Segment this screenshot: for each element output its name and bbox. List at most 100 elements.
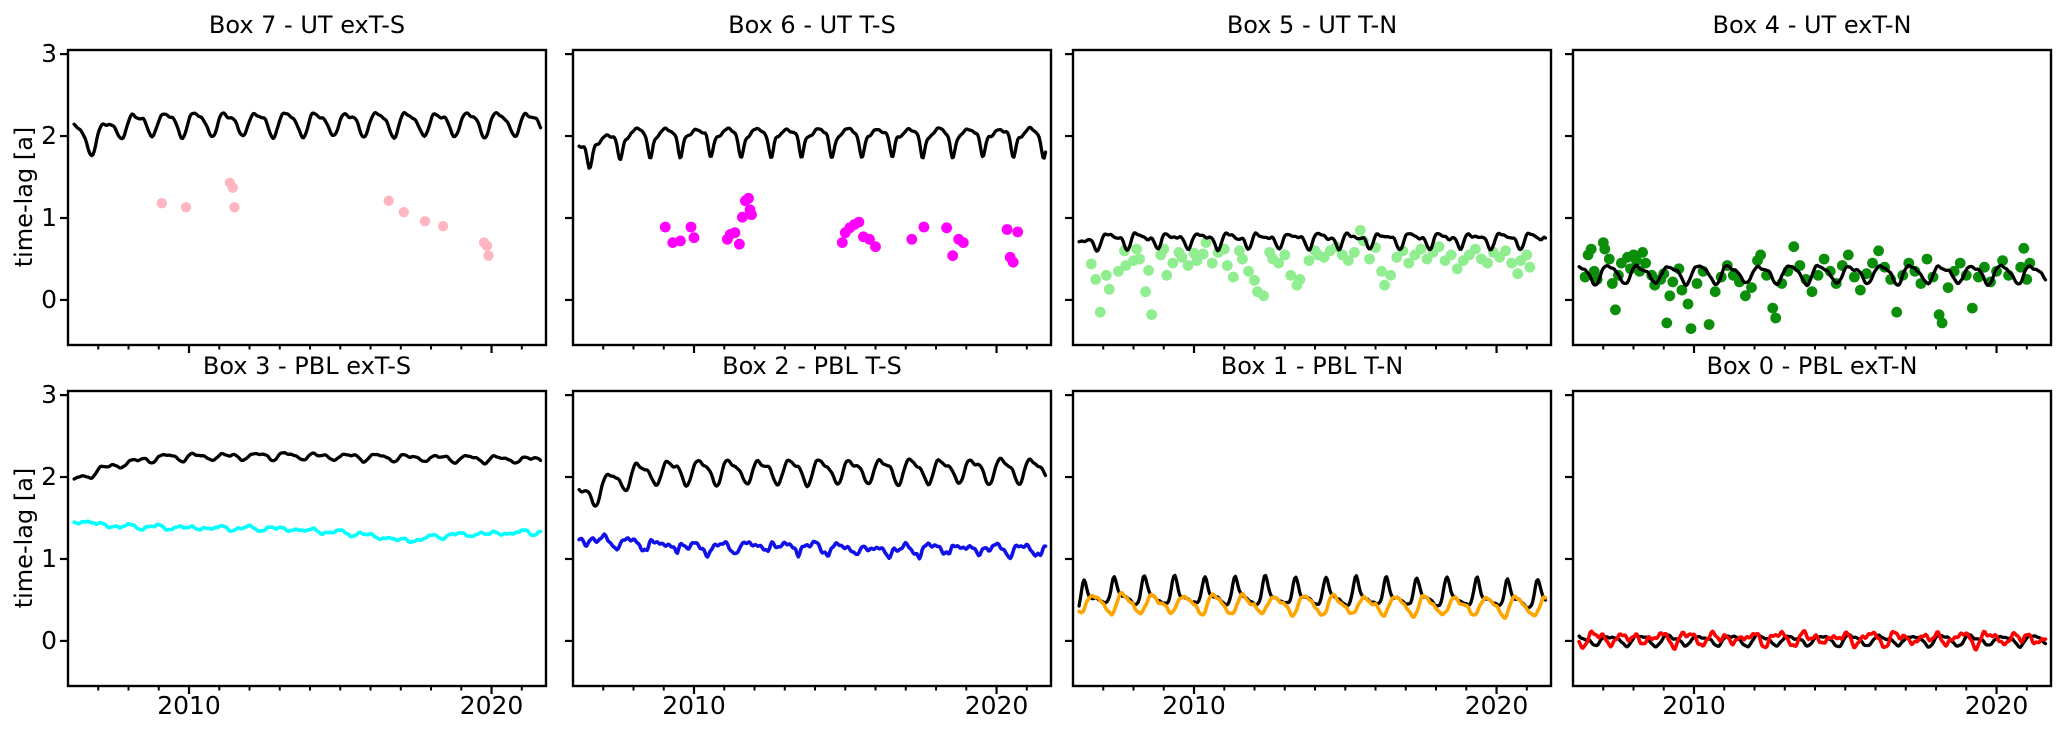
- scatter-point: [1200, 237, 1212, 249]
- scatter-point: [1206, 257, 1218, 269]
- scatter-point: [1342, 255, 1354, 266]
- x-tick-label: 2020: [1464, 691, 1529, 720]
- scatter-point: [1007, 256, 1019, 268]
- scatter-point: [1746, 282, 1757, 293]
- scatter-point: [659, 221, 671, 233]
- scatter-point: [227, 182, 239, 193]
- scatter-point: [1806, 286, 1818, 298]
- plot-box2-colored-series: [577, 532, 1048, 561]
- scatter-point: [1855, 284, 1866, 296]
- scatter-point: [1134, 253, 1145, 265]
- scatter-point: [1979, 261, 1990, 273]
- scatter-point: [1767, 302, 1779, 314]
- plot-box6-canvas: [565, 48, 1053, 353]
- scatter-point: [1294, 274, 1306, 285]
- x-tick-label: 2020: [1964, 691, 2029, 720]
- scatter-point: [1599, 243, 1611, 255]
- plot-box1-canvas: [1065, 389, 1553, 694]
- scatter-point: [947, 250, 959, 262]
- scatter-point: [1482, 257, 1493, 269]
- plot-box5-black-series: [1077, 231, 1548, 253]
- scatter-point: [1243, 265, 1254, 277]
- scatter-point: [836, 237, 848, 249]
- y-axis-label-row1: time-lag [a]: [10, 467, 38, 609]
- scatter-point: [1588, 265, 1600, 277]
- scatter-point: [746, 209, 757, 221]
- scatter-point: [737, 211, 748, 223]
- plot-box7-obs-scatter: [156, 177, 494, 261]
- scatter-point: [437, 221, 449, 232]
- scatter-point: [1521, 249, 1533, 261]
- scatter-point: [1349, 247, 1360, 258]
- scatter-point: [1933, 309, 1945, 321]
- scatter-point: [1709, 286, 1721, 298]
- scatter-point: [1824, 265, 1836, 277]
- plot-box5-title: Box 5 - UT T-N: [1226, 11, 1398, 39]
- scatter-point: [1842, 249, 1854, 261]
- scatter-point: [1818, 253, 1830, 265]
- scatter-point: [1788, 241, 1800, 253]
- scatter-point: [1470, 243, 1481, 255]
- scatter-point: [1512, 268, 1524, 280]
- scatter-point: [1954, 257, 1966, 269]
- y-tick-label: 1: [41, 543, 57, 573]
- scatter-point: [1403, 257, 1415, 269]
- scatter-point: [1812, 269, 1824, 281]
- scatter-point: [743, 192, 754, 204]
- scatter-point: [1182, 260, 1194, 271]
- x-tick-label: 2010: [662, 691, 726, 720]
- scatter-point: [1445, 249, 1457, 261]
- scatter-point: [941, 222, 952, 234]
- scatter-point: [1012, 226, 1024, 238]
- scatter-point: [685, 221, 697, 233]
- plot-box4-black-series: [1577, 263, 2048, 288]
- scatter-point: [419, 216, 431, 227]
- plot-box3-colored-series: [72, 519, 543, 544]
- plot-box3-frame: [66, 389, 548, 688]
- scatter-point: [1873, 245, 1884, 257]
- x-tick-label: 2010: [1162, 691, 1226, 720]
- scatter-point: [1936, 317, 1948, 329]
- plot-box0-title: Box 0 - PBL exT-N: [1706, 352, 1918, 380]
- scatter-point: [1585, 243, 1597, 255]
- scatter-point: [1227, 271, 1239, 283]
- plot-box0-canvas: [1565, 389, 2053, 694]
- scatter-point: [1285, 269, 1297, 281]
- plot-box2-black-series: [577, 456, 1048, 508]
- plot-box3-title: Box 3 - PBL exT-S: [202, 352, 412, 380]
- scatter-point: [156, 198, 167, 209]
- scatter-point: [229, 202, 240, 213]
- scatter-point: [1685, 323, 1697, 334]
- scatter-point: [1273, 257, 1285, 269]
- scatter-point: [1094, 306, 1106, 318]
- plot-box7-black-series: [72, 110, 543, 158]
- scatter-point: [1176, 251, 1188, 263]
- scatter-point: [1640, 257, 1651, 269]
- scatter-point: [1237, 253, 1248, 265]
- plot-box1-colored-series: [1077, 591, 1548, 620]
- scatter-point: [864, 233, 875, 245]
- scatter-point: [870, 241, 881, 253]
- scatter-point: [734, 238, 745, 250]
- plot-box7-frame: [66, 48, 548, 347]
- scatter-point: [918, 221, 930, 233]
- scatter-point: [1379, 279, 1390, 291]
- y-tick-label: 0: [41, 284, 57, 314]
- plot-box3-black-series: [72, 451, 543, 481]
- scatter-point: [1676, 284, 1688, 296]
- scatter-point: [1279, 249, 1291, 261]
- scatter-point: [1433, 241, 1445, 253]
- scatter-point: [1942, 282, 1954, 293]
- scatter-point: [1161, 269, 1173, 281]
- plot-box2-frame: [571, 389, 1053, 688]
- y-tick-label: 3: [41, 39, 57, 69]
- plot-box6-title: Box 6 - UT T-S: [728, 11, 896, 39]
- scatter-point: [1524, 261, 1536, 273]
- scatter-point: [1667, 276, 1679, 288]
- scatter-point: [1606, 278, 1618, 289]
- plot-box3-canvas: [60, 389, 548, 694]
- plot-box1-frame: [1071, 389, 1553, 688]
- scatter-point: [1664, 290, 1676, 302]
- scatter-point: [2018, 242, 2030, 254]
